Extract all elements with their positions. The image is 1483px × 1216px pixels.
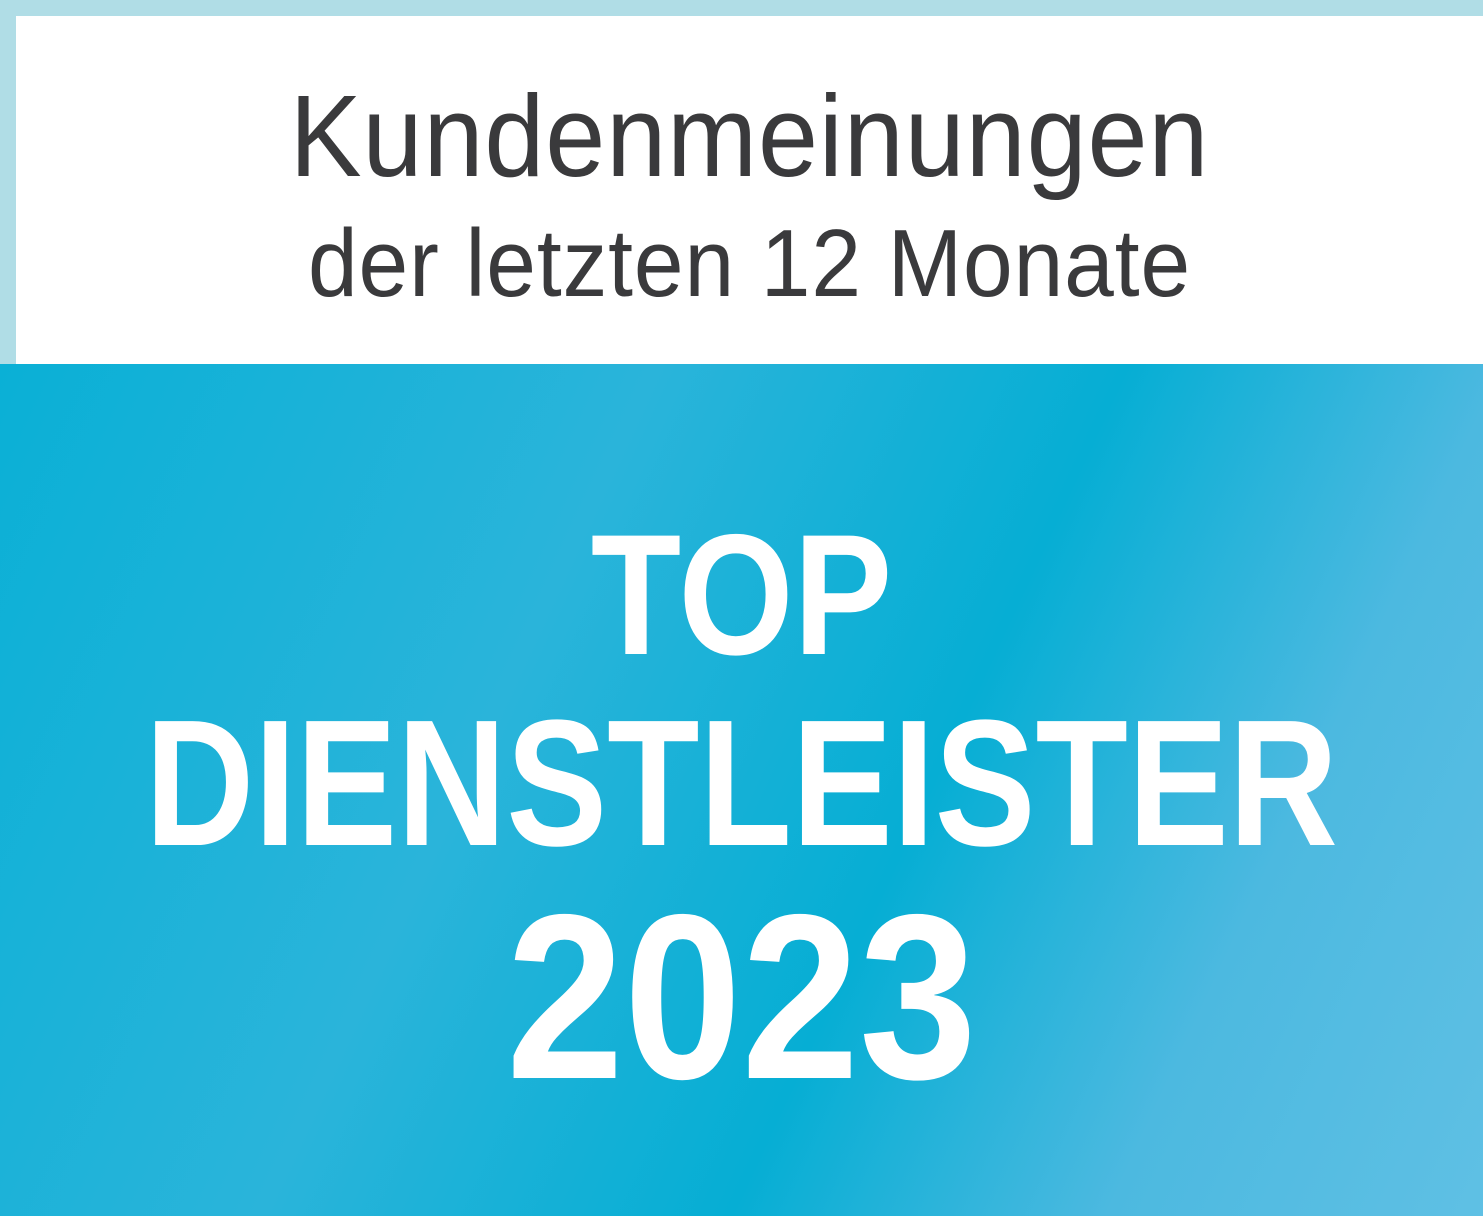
header-title: Kundenmeinungen [289,71,1210,201]
header-subtitle: der letzten 12 Monate [307,210,1192,317]
badge-panel: TOP DIENSTLEISTER 2023 [0,364,1483,1216]
badge-title: DIENSTLEISTER [145,683,1338,884]
badge-year: 2023 [506,865,977,1128]
badge-top-text: TOP [590,499,893,691]
header-panel: Kundenmeinungen der letzten 12 Monate [16,16,1483,364]
